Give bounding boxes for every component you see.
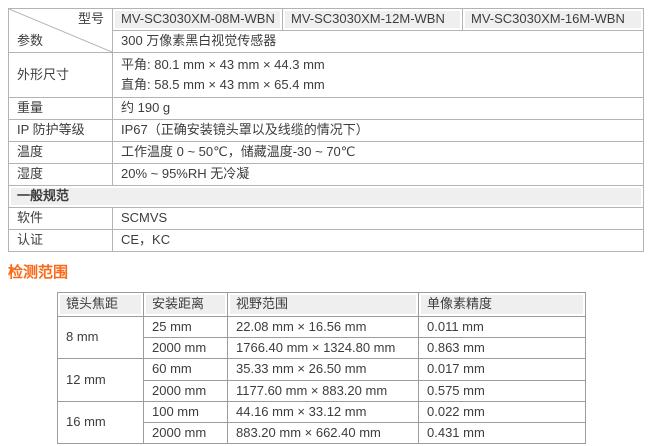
- table-row: IP 防护等级 IP67（正确安装镜头罩以及线缆的情况下）: [8, 119, 644, 142]
- field-of-view-cell: 883.20 mm × 662.40 mm: [227, 421, 419, 445]
- certification-value-cell: CE，KC: [112, 229, 644, 252]
- table-row: 重量 约 190 g: [8, 97, 644, 120]
- param-row: 300 万像素黑白视觉传感器: [9, 30, 644, 53]
- model-name-cell: MV-SC3030XM-16M-WBN: [462, 8, 644, 31]
- temperature-value-cell: 工作温度 0 ~ 50℃，储藏温度-30 ~ 70℃: [112, 141, 644, 164]
- install-distance-cell: 25 mm: [143, 315, 228, 339]
- section-header-row: 一般规范: [8, 185, 644, 208]
- focal-length-cell: 8 mm: [57, 315, 144, 360]
- corner-cell: 型号 参数: [8, 8, 113, 53]
- field-of-view-cell: 1766.40 mm × 1324.80 mm: [227, 336, 419, 360]
- detection-range-table: 镜头焦距 安装距离 视野范围 单像素精度 8 mm 25 mm 22.08 mm…: [57, 291, 586, 445]
- table-row: 2000 mm 883.20 mm × 662.40 mm 0.431 mm: [58, 421, 586, 445]
- field-of-view-cell: 44.16 mm × 33.12 mm: [227, 400, 419, 424]
- row-label-dimensions: 外形尺寸: [8, 52, 113, 98]
- pixel-precision-cell: 0.431 mm: [418, 421, 586, 445]
- corner-label-model: 型号: [77, 11, 104, 26]
- table-row: 12 mm 60 mm 35.33 mm × 26.50 mm 0.017 mm: [57, 358, 586, 402]
- row-label-software: 软件: [8, 207, 113, 230]
- column-header-install-distance: 安装距离: [143, 291, 228, 317]
- pixel-precision-cell: 0.575 mm: [418, 379, 586, 402]
- section-header-general-spec: 一般规范: [8, 185, 644, 208]
- pixel-precision-cell: 0.011 mm: [418, 315, 586, 339]
- column-header-focal-length: 镜头焦距: [57, 291, 144, 317]
- column-header-pixel-precision: 单像素精度: [418, 291, 586, 317]
- field-of-view-cell: 35.33 mm × 26.50 mm: [227, 358, 419, 381]
- model-name-cell: MV-SC3030XM-08M-WBN: [112, 8, 283, 31]
- model-name-cell: MV-SC3030XM-12M-WBN: [282, 8, 463, 31]
- install-distance-cell: 60 mm: [143, 358, 228, 381]
- row-label-ip-rating: IP 防护等级: [8, 119, 113, 142]
- ip-rating-value-cell: IP67（正确安装镜头罩以及线缆的情况下）: [112, 119, 644, 142]
- weight-value-cell: 约 190 g: [112, 97, 644, 120]
- table-row: 8 mm 25 mm 22.08 mm × 16.56 mm 0.011 mm: [57, 315, 586, 360]
- dimension-line-flat: 平角: 80.1 mm × 43 mm × 44.3 mm: [121, 57, 325, 72]
- spec-table: 型号 参数 MV-SC3030XM-08M-WBN MV-SC3030XM-12…: [8, 8, 644, 252]
- table-row: 外形尺寸 平角: 80.1 mm × 43 mm × 44.3 mm 直角: 5…: [8, 52, 644, 98]
- pixel-precision-cell: 0.863 mm: [418, 336, 586, 360]
- install-distance-cell: 2000 mm: [143, 336, 228, 360]
- column-header-field-of-view: 视野范围: [227, 291, 419, 317]
- diagonal-divider-line: [9, 9, 112, 52]
- pixel-precision-cell: 0.022 mm: [418, 400, 586, 424]
- row-label-weight: 重量: [8, 97, 113, 120]
- param-value-cell: 300 万像素黑白视觉传感器: [112, 30, 644, 53]
- install-distance-cell: 2000 mm: [143, 379, 228, 402]
- install-distance-cell: 100 mm: [143, 400, 228, 424]
- row-label-certification: 认证: [8, 229, 113, 252]
- model-header-row: 型号 参数 MV-SC3030XM-08M-WBN MV-SC3030XM-12…: [8, 8, 644, 53]
- focal-length-cell: 12 mm: [57, 358, 144, 402]
- pixel-precision-cell: 0.017 mm: [418, 358, 586, 381]
- humidity-value-cell: 20% ~ 95%RH 无冷凝: [112, 163, 644, 186]
- table-row: 2000 mm 1177.60 mm × 883.20 mm 0.575 mm: [58, 379, 586, 402]
- dimensions-value-cell: 平角: 80.1 mm × 43 mm × 44.3 mm 直角: 58.5 m…: [112, 52, 644, 98]
- field-of-view-cell: 22.08 mm × 16.56 mm: [227, 315, 419, 339]
- detection-header-row: 镜头焦距 安装距离 视野范围 单像素精度: [57, 291, 586, 317]
- software-value-cell: SCMVS: [112, 207, 644, 230]
- install-distance-cell: 2000 mm: [143, 421, 228, 445]
- table-row: 16 mm 100 mm 44.16 mm × 33.12 mm 0.022 m…: [57, 400, 586, 445]
- corner-label-param: 参数: [17, 32, 44, 48]
- table-row: 认证 CE，KC: [8, 229, 644, 252]
- table-row: 温度 工作温度 0 ~ 50℃，储藏温度-30 ~ 70℃: [8, 141, 644, 164]
- section-heading-detection-range: 检测范围: [8, 264, 69, 281]
- table-row: 软件 SCMVS: [8, 207, 644, 230]
- field-of-view-cell: 1177.60 mm × 883.20 mm: [227, 379, 419, 402]
- row-label-temperature: 温度: [8, 141, 113, 164]
- table-row: 湿度 20% ~ 95%RH 无冷凝: [8, 163, 644, 186]
- dimension-line-right-angle: 直角: 58.5 mm × 43 mm × 65.4 mm: [121, 77, 325, 92]
- row-label-humidity: 湿度: [8, 163, 113, 186]
- focal-length-cell: 16 mm: [57, 400, 144, 445]
